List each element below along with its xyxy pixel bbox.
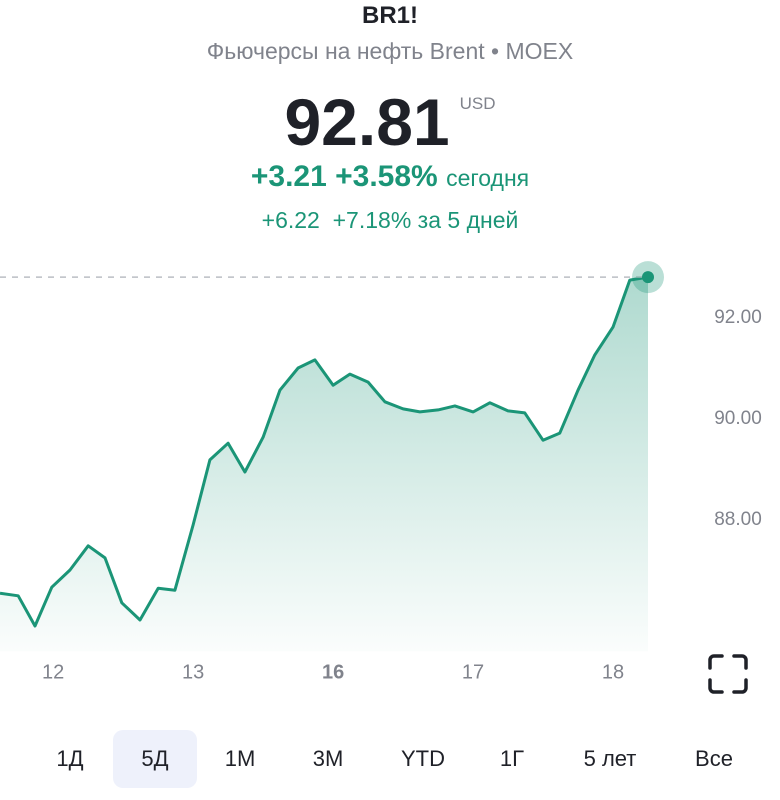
period-tab[interactable]: 1Д: [56, 746, 83, 771]
period-tab[interactable]: 1М: [225, 746, 256, 771]
x-tick-label: 12: [42, 661, 64, 683]
change: +3.21: [250, 160, 327, 193]
period-tab[interactable]: 5 лет: [584, 746, 637, 771]
change-pct: +3.58%: [335, 160, 438, 193]
x-tick-label: 13: [182, 661, 204, 683]
period-tab[interactable]: 5Д: [141, 746, 168, 771]
price: 92.81: [284, 85, 450, 159]
y-tick-label: 90.00: [714, 408, 762, 429]
week-change: +6.22 +7.18% за 5 дней: [0, 207, 780, 234]
change: +6.22: [261, 207, 320, 233]
today-change: +3.21 +3.58% сегодня: [0, 160, 780, 194]
line: [0, 275, 649, 628]
period-tab[interactable]: 1Г: [500, 746, 524, 771]
change-label: сегодня: [446, 165, 530, 191]
area: [0, 277, 648, 652]
x-tick-label: 16: [322, 661, 344, 683]
x-tick-label: 18: [602, 661, 624, 683]
change-label: за 5 дней: [417, 207, 519, 233]
y-tick-label: 92.00: [714, 307, 762, 328]
y-tick-label: 88.00: [714, 509, 762, 530]
period-tab[interactable]: YTD: [401, 746, 445, 771]
fullscreen-icon[interactable]: [708, 654, 748, 694]
period-tab[interactable]: Все: [695, 746, 733, 771]
x-tick-label: 17: [462, 661, 484, 683]
last-point: [642, 271, 654, 284]
symbol: BR1!: [361, 2, 418, 29]
change-pct: +7.18%: [332, 207, 412, 233]
currency: USD: [459, 94, 496, 113]
tab-selected-bg: [113, 730, 197, 788]
price-block: 92.81 USD: [0, 84, 780, 160]
period-tab[interactable]: 3М: [313, 746, 344, 771]
subtitle: Фьючерсы на нефть Brent • MOEX: [206, 38, 574, 64]
